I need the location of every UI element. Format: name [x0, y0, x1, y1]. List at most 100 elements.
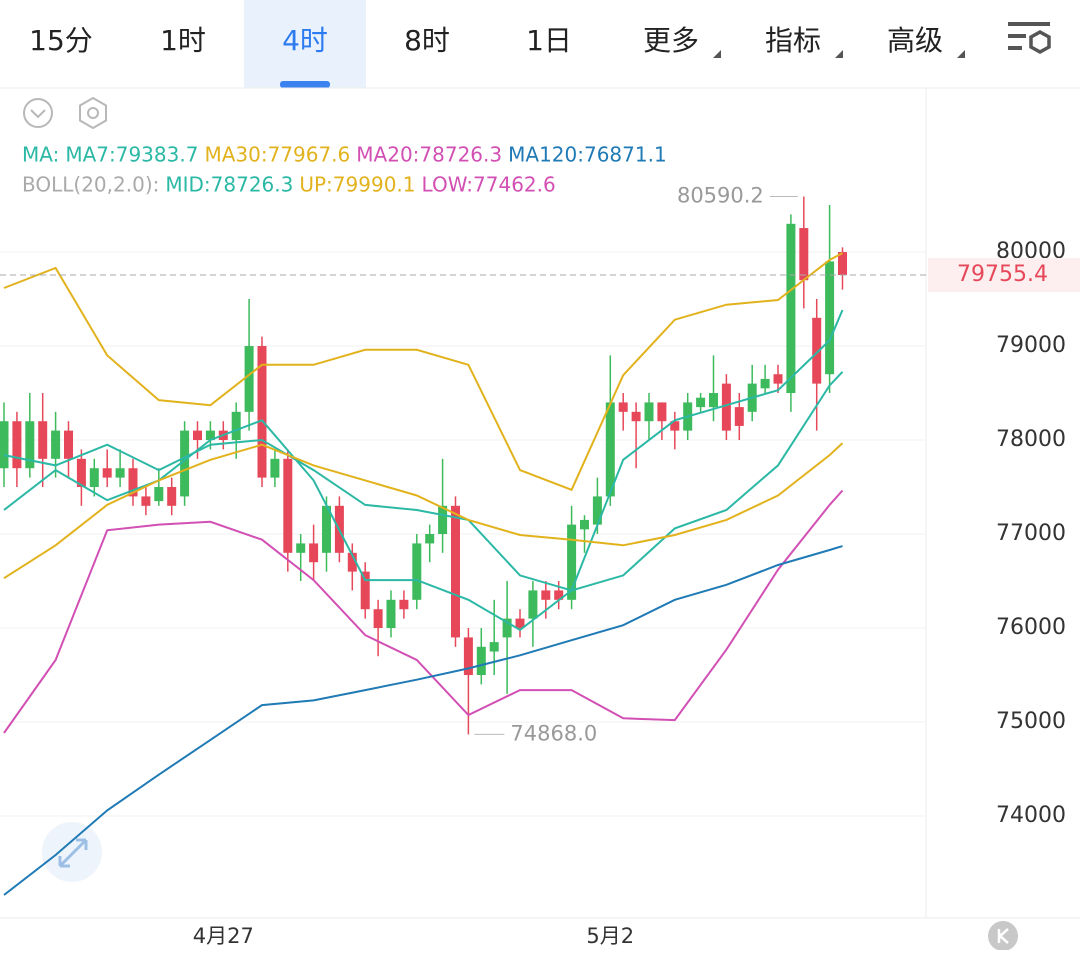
indicator-line: [3, 371, 844, 592]
candle-body: [786, 223, 796, 394]
candle-body: [760, 378, 770, 389]
collapse-icon[interactable]: [23, 98, 53, 128]
candle-body: [838, 252, 847, 276]
candle-body: [296, 543, 306, 553]
k-button[interactable]: [988, 921, 1018, 951]
tab[interactable]: 高级: [887, 24, 943, 57]
candle-body: [231, 411, 241, 441]
candle-body: [773, 374, 783, 384]
candle-body: [541, 590, 551, 600]
settings-dot: [87, 107, 99, 119]
y-tick-label: 75000: [996, 709, 1066, 734]
last-price-box: [928, 258, 1080, 293]
candle-body: [605, 402, 615, 497]
candle-body: [257, 346, 267, 478]
y-tick-label: 76000: [996, 615, 1066, 640]
candle-body: [657, 402, 667, 422]
y-tick-label: 78000: [996, 427, 1066, 452]
legend-entry: LOW:77462.6: [422, 173, 556, 197]
legend-entry: MA20:78726.3: [356, 143, 502, 167]
candle-body: [89, 468, 99, 488]
k-glyph: [997, 928, 1009, 944]
y-tick-label: 79000: [996, 333, 1066, 358]
candle-body: [592, 496, 602, 525]
collapse-chevron: [30, 109, 46, 119]
legend-entry: MA120:76871.1: [508, 143, 667, 167]
tab-bar: 15分 1时 4时 8时 1日 更多 指标 高级: [29, 0, 965, 88]
indicator-line: [3, 489, 844, 734]
settings-list-icon: [1008, 22, 1051, 55]
tab[interactable]: 1时: [160, 24, 206, 57]
settings-icon[interactable]: [79, 96, 107, 130]
min-label: 74868.0: [510, 721, 597, 745]
candle-body: [631, 411, 641, 422]
candle-body: [373, 609, 383, 629]
tab[interactable]: 15分: [29, 24, 93, 57]
candle-body: [25, 421, 35, 469]
candle-body: [451, 505, 460, 638]
tab[interactable]: 更多: [643, 24, 699, 57]
candle-body: [76, 458, 86, 488]
gear-icon: [1029, 29, 1051, 55]
last-price-label: 79755.4: [957, 262, 1048, 287]
candle-body: [386, 599, 396, 629]
candle-body: [709, 393, 718, 408]
candle-body: [167, 487, 177, 506]
legend-entry: MA30:77967.6: [204, 143, 350, 167]
candle-body: [799, 228, 809, 281]
candle-body: [180, 430, 190, 497]
candle-body: [463, 637, 473, 676]
candle-body: [438, 505, 448, 535]
tab-indicator: [280, 81, 330, 88]
tab[interactable]: 8时: [404, 24, 450, 57]
candle-body: [322, 505, 331, 553]
candle-body: [825, 261, 835, 375]
indicator-line: [3, 252, 843, 492]
candle-body: [102, 468, 112, 478]
indicator-line: [3, 545, 843, 896]
legend-entry: UP:79990.1: [299, 173, 415, 197]
chart: MA: MA7:79383.7 MA30:77967.6 MA20:78726.3 MA…: [0, 143, 1080, 948]
candle-body: [476, 646, 486, 676]
candle-body: [283, 458, 293, 553]
x-tick-label: 4月27: [193, 924, 254, 948]
expand-arrow: [58, 838, 88, 868]
tab[interactable]: 1日: [526, 24, 572, 57]
candle-body: [618, 402, 628, 412]
candle-body: [721, 383, 731, 431]
legend-entry: MA:: [22, 143, 59, 167]
tab-caret: [713, 50, 721, 58]
legend-entry: BOLL(20,2.0):: [22, 173, 159, 197]
candle-body: [193, 430, 202, 441]
candle-body: [412, 543, 422, 600]
candle-body: [425, 534, 435, 544]
candle-body: [734, 407, 744, 426]
candle-body: [244, 346, 254, 412]
candle-body: [670, 421, 680, 431]
candle-body: [554, 590, 564, 600]
candle-body: [51, 430, 61, 459]
candle-body: [812, 317, 822, 384]
tab-caret: [957, 50, 965, 58]
legend-entry: MA7:79383.7: [65, 143, 198, 167]
candle-body: [0, 421, 9, 469]
candle-body: [399, 599, 409, 610]
candle-body: [205, 430, 215, 441]
candle-body: [644, 402, 654, 422]
candle-body: [502, 618, 512, 638]
indicator-line: [3, 442, 844, 580]
candle-body: [115, 468, 125, 478]
candle-body: [128, 468, 138, 497]
candle-body: [567, 524, 577, 600]
candle-body: [696, 397, 706, 408]
list-icon: [1008, 22, 1050, 50]
candle-body: [580, 519, 589, 530]
candle-body: [528, 590, 538, 619]
tab[interactable]: 指标: [765, 24, 821, 57]
tab[interactable]: 4时: [282, 24, 328, 57]
candle-body: [270, 458, 280, 478]
candle-body: [12, 421, 22, 469]
candle-body: [360, 571, 370, 610]
legend-entry: MID:78726.3: [165, 173, 293, 197]
